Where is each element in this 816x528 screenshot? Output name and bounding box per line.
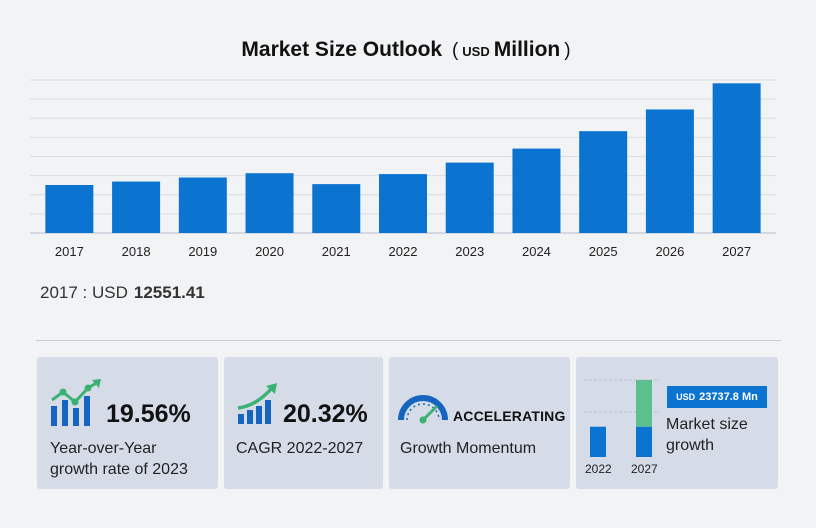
title-close-paren: ): [564, 40, 571, 61]
x-tick-label: 2026: [655, 244, 684, 259]
market-growth-card: [576, 357, 778, 489]
title-unit-word: Million: [493, 38, 561, 61]
title-open-paren: (: [451, 40, 459, 61]
bar-2022: [379, 174, 427, 233]
momentum-card: [389, 357, 570, 489]
bar-2023: [445, 162, 494, 233]
market-growth-badge: USD 23737.8 Mn: [667, 386, 767, 408]
market-growth-mini-chart: [584, 379, 660, 457]
momentum-caption: Growth Momentum: [400, 440, 537, 457]
bar-2021: [312, 184, 361, 233]
badge-value: 23737.8 Mn: [699, 391, 758, 403]
market-growth-caption: Market size growth: [666, 414, 748, 456]
section-divider: [36, 340, 781, 341]
x-tick-label: 2022: [389, 244, 418, 259]
bar-2024: [512, 148, 561, 233]
x-tick-label: 2021: [322, 244, 351, 259]
badge-unit: USD: [676, 392, 696, 402]
yoy-caption-line2: growth rate of 2023: [50, 461, 188, 478]
mini-bar-2027-increment: [636, 380, 652, 427]
rising-bars-icon: [237, 383, 277, 424]
title-main: Market Size Outlook: [241, 38, 443, 61]
mini-bar-2027-base: [636, 426, 652, 457]
speedometer-icon: [398, 395, 448, 424]
mini-year-end: 2027: [631, 462, 658, 476]
mini-year-start: 2022: [585, 462, 612, 476]
yoy-caption: Year-over-Year growth rate of 2023: [50, 438, 188, 480]
x-tick-label: 2023: [455, 244, 484, 259]
cagr-value: 20.32%: [283, 400, 368, 428]
base-year-label: 2017 : USD: [40, 283, 128, 302]
bar-chart: 2017 2018 2019 2020 2021 2022 2023 2024 2025 2026…: [30, 79, 776, 259]
x-tick-label: 2024: [522, 244, 551, 259]
market-caption-line2: growth: [666, 437, 715, 454]
momentum-word: ACCELERATING: [453, 408, 566, 424]
x-tick-label: 2017: [55, 244, 84, 259]
base-year-value: 12551.41: [133, 283, 205, 302]
cagr-caption: CAGR 2022-2027: [236, 440, 364, 457]
x-tick-label: 2018: [122, 244, 151, 259]
base-year-readout: 2017 : USD 12551.41: [40, 283, 205, 303]
bar-2017: [45, 184, 94, 233]
x-tick-label: 2027: [722, 244, 751, 259]
x-tick-label: 2020: [255, 244, 284, 259]
bar-2025: [579, 131, 628, 233]
bar-2026: [645, 109, 694, 233]
yoy-value: 19.56%: [106, 400, 191, 428]
yoy-caption-line1: Year-over-Year: [50, 440, 157, 457]
x-tick-label: 2025: [589, 244, 618, 259]
mini-bar-2022: [590, 426, 606, 457]
x-tick-label: 2019: [188, 244, 217, 259]
bar-2018: [112, 181, 161, 233]
bar-2019: [178, 177, 227, 233]
chart-title: Market Size Outlook (USD Million): [0, 38, 816, 62]
bar-2027: [712, 83, 761, 234]
market-caption-line1: Market size: [666, 416, 748, 433]
bar-2020: [245, 173, 294, 233]
growth-chart-icon: [51, 379, 101, 426]
title-unit-prefix: USD: [462, 44, 490, 59]
